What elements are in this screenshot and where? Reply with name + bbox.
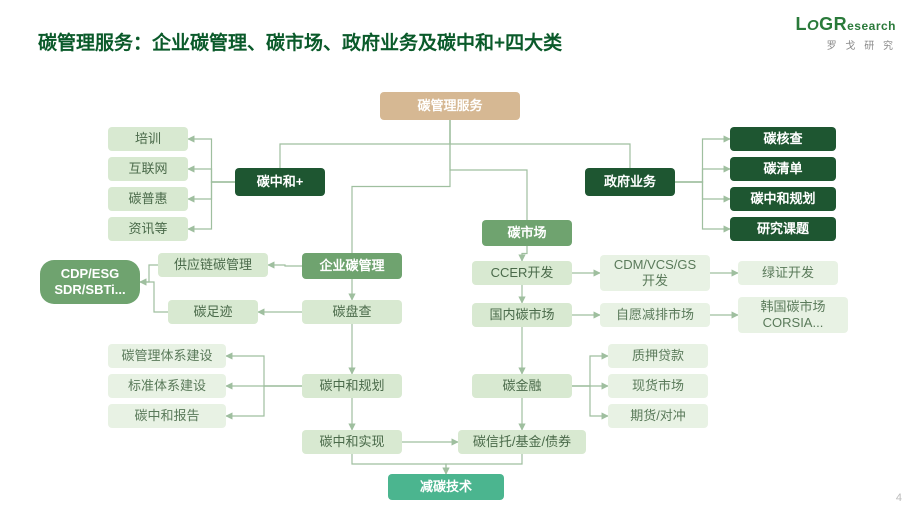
- node-neuplan: 碳中和规划: [730, 187, 836, 211]
- node-foot: 碳足迹: [168, 300, 258, 324]
- node-cdp: CDP/ESG SDR/SBTi...: [40, 260, 140, 304]
- node-plus: 碳中和+: [235, 168, 325, 196]
- node-root: 碳管理服务: [380, 92, 520, 120]
- node-tech: 减碳技术: [388, 474, 504, 500]
- node-train: 培训: [108, 127, 188, 151]
- node-pledge: 质押贷款: [608, 344, 708, 368]
- node-market: 碳市场: [482, 220, 572, 246]
- node-realize: 碳中和实现: [302, 430, 402, 454]
- node-net: 互联网: [108, 157, 188, 181]
- node-news: 资讯等: [108, 217, 188, 241]
- node-ph: 碳普惠: [108, 187, 188, 211]
- node-corp: 企业碳管理: [302, 253, 402, 279]
- node-green: 绿证开发: [738, 261, 838, 285]
- node-inv: 碳清单: [730, 157, 836, 181]
- node-supply: 供应链碳管理: [158, 253, 268, 277]
- node-kor: 韩国碳市场 CORSIA...: [738, 297, 848, 333]
- node-sys: 碳管理体系建设: [108, 344, 226, 368]
- node-cdm: CDM/VCS/GS 开发: [600, 255, 710, 291]
- node-plan2: 碳中和规划: [302, 374, 402, 398]
- node-std: 标准体系建设: [108, 374, 226, 398]
- node-dom: 国内碳市场: [472, 303, 572, 327]
- node-check: 碳盘查: [302, 300, 402, 324]
- node-vol: 自愿减排市场: [600, 303, 710, 327]
- node-report: 碳中和报告: [108, 404, 226, 428]
- node-fin: 碳金融: [472, 374, 572, 398]
- node-audit: 碳核查: [730, 127, 836, 151]
- node-spot: 现货市场: [608, 374, 708, 398]
- node-gov: 政府业务: [585, 168, 675, 196]
- node-trust: 碳信托/基金/债券: [458, 430, 586, 454]
- node-research: 研究课题: [730, 217, 836, 241]
- node-ccer: CCER开发: [472, 261, 572, 285]
- node-future: 期货/对冲: [608, 404, 708, 428]
